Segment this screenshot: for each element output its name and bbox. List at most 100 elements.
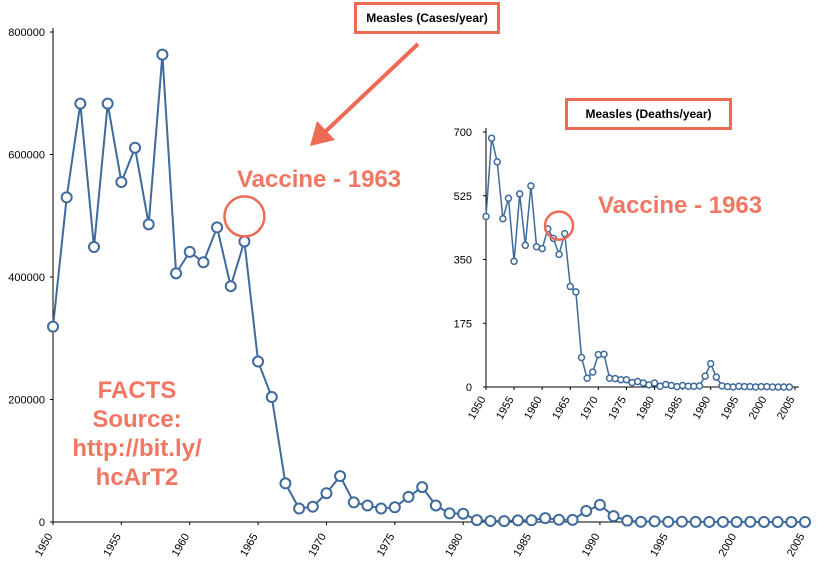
cases-data-point bbox=[334, 470, 347, 483]
cases-data-point bbox=[552, 513, 565, 526]
cases-data-point bbox=[730, 515, 743, 528]
cases-x-tick-label: 1985 bbox=[512, 532, 535, 559]
callout-arrow-head bbox=[310, 121, 335, 146]
cases-data-point bbox=[757, 515, 770, 528]
deaths-y-tick-label: 350 bbox=[454, 255, 472, 267]
cases-data-point bbox=[101, 97, 114, 110]
deaths-y-tick-label: 525 bbox=[454, 191, 472, 203]
deaths-data-point bbox=[577, 353, 586, 362]
cases-data-point bbox=[320, 487, 333, 500]
cases-data-point bbox=[580, 504, 593, 517]
deaths-x-tick-label: 2005 bbox=[775, 395, 798, 422]
cases-vaccine-annotation: Vaccine - 1963 bbox=[237, 166, 402, 193]
deaths-data-point bbox=[650, 379, 659, 387]
cases-x-tick-label: 2005 bbox=[785, 532, 808, 559]
cases-data-point bbox=[347, 496, 360, 509]
deaths-x-tick-label: 1955 bbox=[494, 395, 517, 422]
cases-data-point bbox=[525, 514, 538, 527]
deaths-x-tick-label: 1950 bbox=[466, 395, 489, 422]
cases-data-point bbox=[129, 141, 142, 154]
cases-x-tick-label: 1995 bbox=[648, 532, 671, 559]
cases-data-point bbox=[115, 176, 128, 189]
cases-data-point bbox=[593, 498, 606, 511]
deaths-x-tick-label: 1975 bbox=[606, 395, 629, 422]
cases-data-point bbox=[484, 514, 497, 527]
deaths-data-point bbox=[695, 382, 704, 390]
cases-x-tick-label: 1970 bbox=[306, 532, 329, 559]
deaths-data-point bbox=[701, 372, 709, 380]
deaths-data-point bbox=[521, 241, 530, 250]
cases-y-tick-label: 600000 bbox=[8, 150, 45, 162]
deaths-data-point bbox=[482, 212, 490, 221]
cases-data-point bbox=[402, 490, 415, 503]
deaths-data-point bbox=[572, 288, 580, 296]
deaths-data-point bbox=[785, 383, 794, 391]
cases-data-point bbox=[156, 48, 169, 61]
deaths-data-point bbox=[527, 182, 535, 190]
cases-data-point bbox=[224, 280, 237, 293]
deaths-x-tick-label: 1985 bbox=[663, 395, 686, 422]
deaths-data-point bbox=[555, 250, 563, 259]
cases-data-point bbox=[566, 513, 579, 526]
cases-data-point bbox=[265, 391, 278, 404]
deaths-data-point bbox=[583, 374, 591, 383]
deaths-x-tick-label: 1960 bbox=[522, 395, 545, 422]
facts-source: FACTS Source: http://bit.ly/ hcArT2 bbox=[47, 376, 227, 492]
cases-x-tick-label: 1950 bbox=[33, 532, 56, 559]
deaths-data-point bbox=[499, 214, 507, 223]
cases-data-point bbox=[634, 515, 647, 528]
cases-data-point bbox=[74, 97, 87, 110]
callout-arrow-line bbox=[324, 42, 420, 133]
cases-data-point bbox=[716, 515, 729, 528]
cases-y-tick-label: 0 bbox=[39, 517, 45, 529]
cases-chart-title: Measles (Cases/year) bbox=[354, 2, 500, 34]
cases-x-tick-label: 2000 bbox=[717, 532, 740, 559]
facts-line: http://bit.ly/ bbox=[72, 435, 202, 462]
deaths-data-point bbox=[504, 194, 513, 203]
measles-deaths-chart: 0 175 350 525 700 1950 1955 1960 1965 1970 1975 198… bbox=[454, 127, 799, 422]
cases-data-point bbox=[771, 515, 784, 528]
cases-data-point bbox=[170, 267, 183, 280]
cases-x-tick-label: 1990 bbox=[580, 532, 603, 559]
cases-vaccine-highlight bbox=[223, 195, 266, 238]
deaths-data-point bbox=[588, 368, 597, 376]
cases-data-point bbox=[279, 477, 292, 490]
cases-data-point bbox=[142, 218, 155, 231]
cases-data-point bbox=[293, 502, 306, 515]
cases-data-point bbox=[648, 515, 661, 528]
cases-x-tick-label: 1980 bbox=[443, 532, 466, 559]
cases-data-point bbox=[443, 507, 456, 520]
cases-data-point bbox=[361, 499, 374, 512]
cases-data-point bbox=[47, 320, 59, 333]
deaths-data-point bbox=[510, 257, 518, 266]
facts-line: FACTS bbox=[97, 377, 177, 404]
deaths-vaccine-annotation: Vaccine - 1963 bbox=[598, 192, 763, 219]
cases-data-point bbox=[306, 500, 319, 513]
cases-data-point bbox=[60, 191, 73, 204]
cases-x-tick-label: 1955 bbox=[101, 532, 124, 559]
cases-x-tick-label: 1960 bbox=[170, 532, 193, 559]
deaths-data-point bbox=[622, 375, 631, 384]
deaths-data-point bbox=[560, 229, 569, 238]
cases-data-point bbox=[799, 515, 811, 528]
cases-data-point bbox=[197, 256, 210, 269]
cases-data-point bbox=[744, 515, 757, 528]
cases-data-point bbox=[252, 355, 265, 368]
cases-data-point bbox=[88, 240, 101, 253]
deaths-data-point bbox=[712, 373, 721, 381]
deaths-chart-title: Measles (Deaths/year) bbox=[565, 98, 732, 130]
facts-line: hcArT2 bbox=[95, 464, 179, 491]
facts-line: Source: bbox=[92, 406, 182, 433]
cases-data-point bbox=[429, 499, 442, 512]
deaths-data-point bbox=[566, 282, 575, 291]
deaths-x-tick-label: 1995 bbox=[719, 395, 742, 422]
cases-data-point bbox=[539, 512, 552, 525]
deaths-data-point bbox=[538, 244, 546, 253]
deaths-y-tick-label: 0 bbox=[466, 382, 472, 394]
cases-data-point bbox=[621, 514, 634, 527]
cases-data-point bbox=[689, 515, 702, 528]
deaths-y-tick-label: 700 bbox=[454, 127, 472, 139]
cases-data-point bbox=[607, 510, 620, 523]
cases-data-point bbox=[416, 481, 429, 494]
cases-y-tick-label: 400000 bbox=[8, 272, 45, 284]
